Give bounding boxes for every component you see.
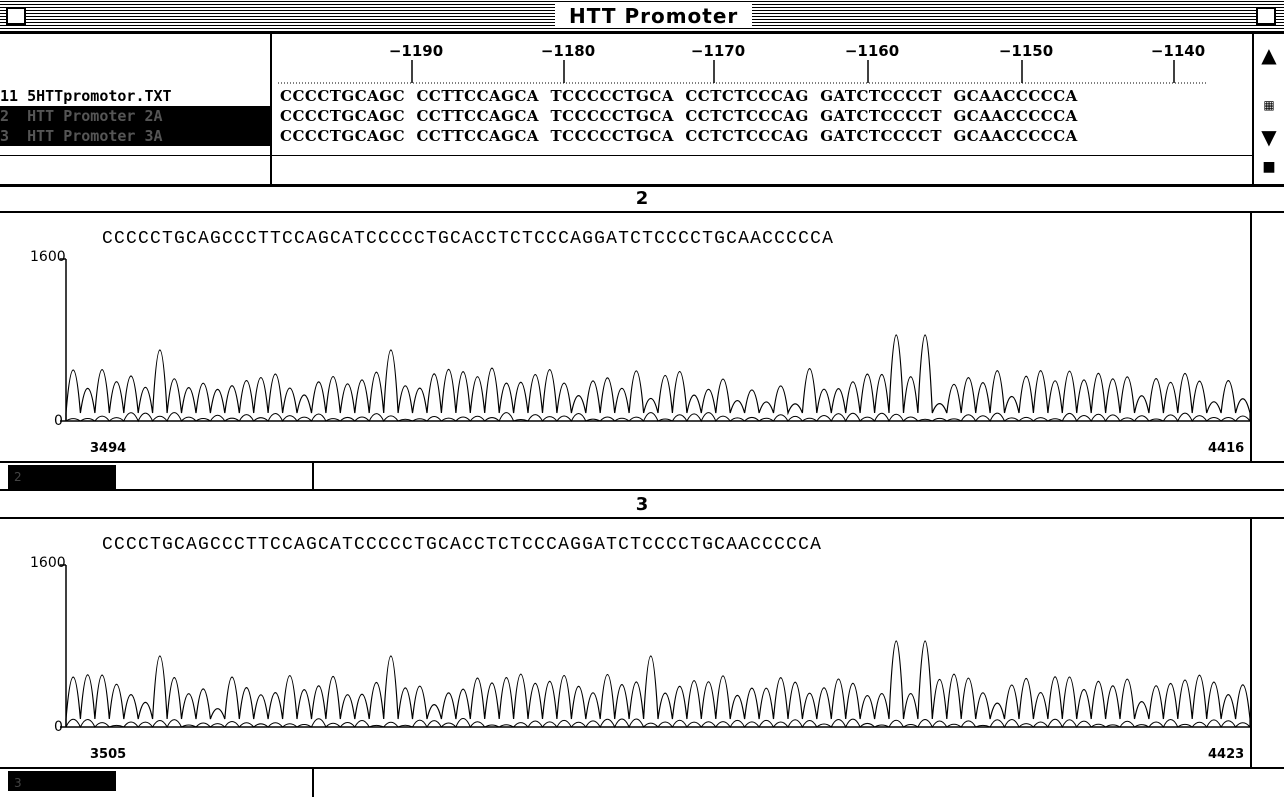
trace-curve-secondary xyxy=(65,718,1251,729)
x-start-label: 3494 xyxy=(90,441,127,456)
window-title: HTT Promoter xyxy=(555,4,753,28)
y-axis-min-label: 0 xyxy=(54,413,63,429)
trace-curve-secondary xyxy=(65,412,1251,423)
divider xyxy=(312,769,314,797)
grow-box-icon[interactable]: ■ xyxy=(1262,159,1276,175)
chromatogram-plot xyxy=(60,258,1251,423)
plot-axes xyxy=(60,258,1250,422)
trace-curve xyxy=(65,640,1251,727)
ruler-tick-label: −1140 xyxy=(1151,42,1205,60)
trace-pane-header: 3 xyxy=(0,493,1284,519)
pane-edge xyxy=(1250,213,1252,461)
x-end-label: 4423 xyxy=(1208,747,1245,762)
ruler-tick-label: −1170 xyxy=(691,42,745,60)
divider xyxy=(0,184,1284,187)
scroll-thumb[interactable]: ▦ xyxy=(1263,98,1275,112)
trace-pane: CCCCCTGCAGCCCTTCCAGCATCCCCCTGCACCTCTCCCA… xyxy=(0,213,1284,461)
zoom-box-icon[interactable] xyxy=(1256,7,1276,25)
chromatogram-plot xyxy=(60,564,1251,729)
x-start-label: 3505 xyxy=(90,747,127,762)
vertical-scrollbar[interactable]: ▲ ▦ ▼ ■ xyxy=(1252,34,1284,184)
trace-pane: CCCCTGCAGCCCTTCCAGCATCCCCCTGCACCTCTCCCAG… xyxy=(0,519,1284,767)
y-axis-min-label: 0 xyxy=(54,719,63,735)
sequence-name: 2 HTT Promoter 2A xyxy=(0,107,163,125)
divider xyxy=(312,463,314,491)
divider xyxy=(0,155,1252,156)
scroll-thumb[interactable]: 2 xyxy=(8,465,116,489)
trace-curve xyxy=(65,334,1251,421)
sequence-row: CCCCTGCAGC CCTTCCAGCA TCCCCCTGCA CCTCTCC… xyxy=(280,127,1078,145)
close-box-icon[interactable] xyxy=(6,7,26,25)
scroll-down-icon[interactable]: ▼ xyxy=(1261,125,1277,149)
base-calls: CCCCCTGCAGCCCTTCCAGCATCCCCCTGCACCTCTCCCA… xyxy=(102,229,835,249)
sequence-name-row[interactable]: 3 HTT Promoter 3A xyxy=(0,126,270,146)
sequence-name: 3 HTT Promoter 3A xyxy=(0,127,163,145)
y-axis-max-label: 1600 xyxy=(30,555,66,571)
base-calls: CCCCTGCAGCCCTTCCAGCATCCCCCTGCACCTCTCCCAG… xyxy=(102,535,823,555)
trace-pane-header: 2 xyxy=(0,187,1284,213)
sequence-row: CCCCTGCAGC CCTTCCAGCA TCCCCCTGCA CCTCTCC… xyxy=(280,87,1078,105)
horizontal-scrollbar[interactable]: 2 xyxy=(0,461,1284,491)
scroll-up-icon[interactable]: ▲ xyxy=(1261,43,1277,67)
scroll-thumb[interactable]: 3 xyxy=(8,771,116,791)
plot-axes xyxy=(60,564,1250,728)
x-end-label: 4416 xyxy=(1208,441,1245,456)
y-axis-max-label: 1600 xyxy=(30,249,66,265)
ruler-tick-label: −1160 xyxy=(845,42,899,60)
ruler-tick-label: −1190 xyxy=(389,42,443,60)
sequence-names-panel: 11 5HTTpromotor.TXT 2 HTT Promoter 2A 3 … xyxy=(0,34,272,184)
horizontal-scrollbar[interactable]: 3 xyxy=(0,767,1284,797)
sequence-name-row[interactable]: 11 5HTTpromotor.TXT xyxy=(0,86,270,106)
ruler-tick-label: −1150 xyxy=(999,42,1053,60)
ruler-tick-label: −1180 xyxy=(541,42,595,60)
sequence-row: CCCCTGCAGC CCTTCCAGCA TCCCCCTGCA CCTCTCC… xyxy=(280,107,1078,125)
sequence-name: 11 5HTTpromotor.TXT xyxy=(0,87,172,105)
sequence-name-row[interactable]: 2 HTT Promoter 2A xyxy=(0,106,270,126)
position-ruler: −1190 −1180 −1170 −1160 −1150 −1140 xyxy=(278,42,1208,84)
pane-edge xyxy=(1250,519,1252,767)
